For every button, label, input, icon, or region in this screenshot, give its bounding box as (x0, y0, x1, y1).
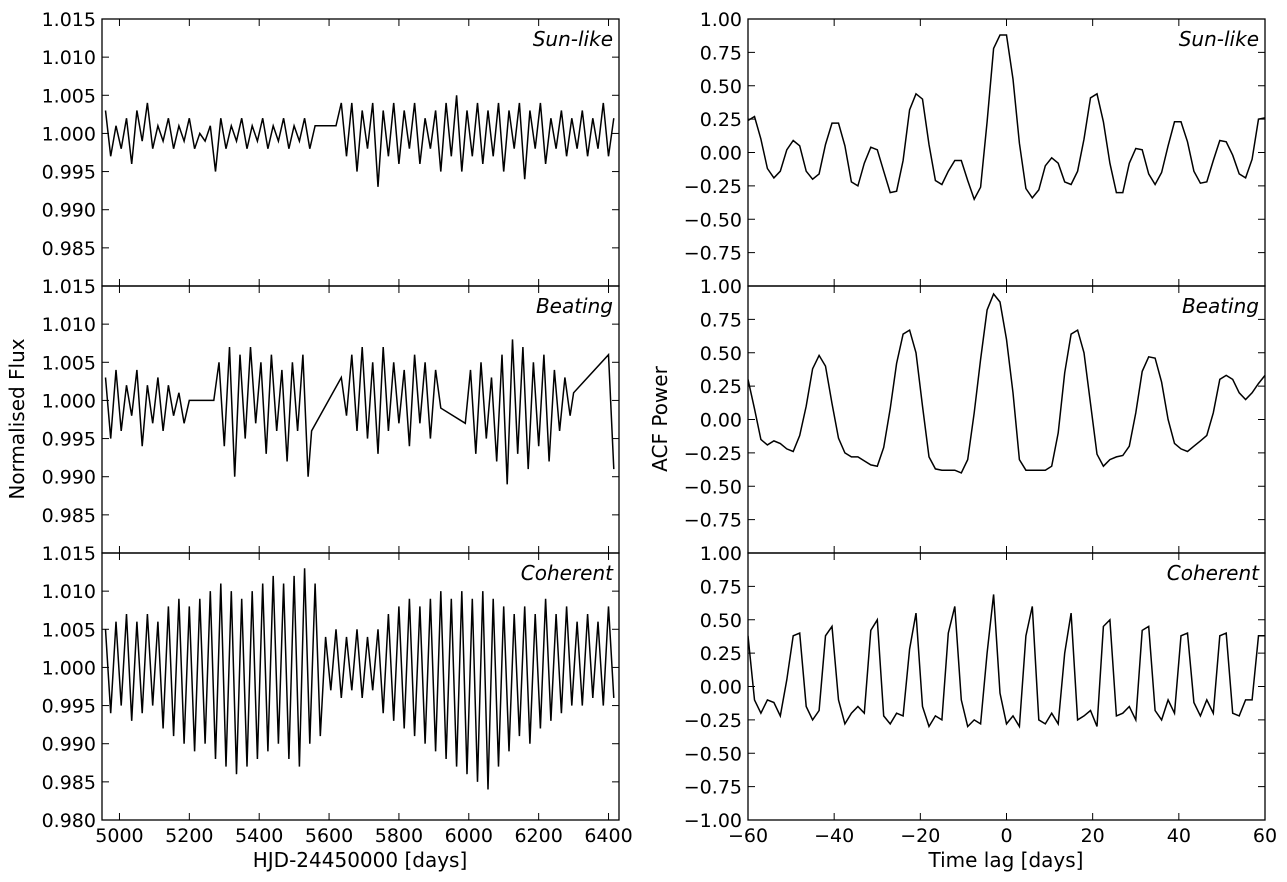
ytick-label: 0.990 (42, 467, 96, 489)
flux-coherent-axes-frame (101, 552, 620, 821)
ytick-label: 1.010 (42, 581, 96, 603)
ytick-label: 1.000 (42, 123, 96, 145)
flux-sun-like-annotation: Sun-like (533, 27, 613, 51)
xtick-label: 5600 (305, 825, 353, 847)
ytick-label: 1.015 (42, 276, 96, 298)
xtick-label: 5200 (165, 825, 213, 847)
xtick-label: 5800 (375, 825, 423, 847)
ytick-label: 1.000 (42, 657, 96, 679)
ytick-label: −0.25 (684, 176, 742, 198)
ytick-label: 1.005 (42, 352, 96, 374)
xtick-label: 5400 (235, 825, 283, 847)
ytick-label: 0.995 (42, 429, 96, 451)
xtick-label: 6000 (445, 825, 493, 847)
panels: 1.0151.0101.0051.0000.9950.9900.985Sun-l… (42, 9, 1278, 847)
ytick-label: 1.010 (42, 47, 96, 69)
acf-sun-like-axes-frame (747, 18, 1266, 287)
ytick-label: 0.50 (700, 610, 742, 632)
ytick-label: 0.25 (700, 376, 742, 398)
xtick-label: 6200 (514, 825, 562, 847)
ytick-label: −1.00 (684, 810, 742, 832)
ytick-label: −0.75 (684, 243, 742, 265)
ytick-label: −0.75 (684, 777, 742, 799)
flux-sun-like-axes-frame (101, 18, 620, 287)
acf-coherent-panel: 1.00 0.75 0.50 0.25 0.00 −0.25 −0.50 −0.75 −1.00… (684, 543, 1277, 847)
ytick-label: 1.015 (42, 9, 96, 31)
ytick-label: 0.75 (700, 309, 742, 331)
ytick-label: −0.50 (684, 743, 742, 765)
acf-coherent-axes-frame (747, 552, 1266, 821)
ytick-label: 1.005 (42, 619, 96, 641)
xtick-label: −20 (900, 825, 940, 847)
xtick-label: 0 (1000, 825, 1012, 847)
ytick-label: 0.990 (42, 734, 96, 756)
ytick-label: 1.015 (42, 543, 96, 565)
xtick-label: 40 (1167, 825, 1191, 847)
ytick-label: 0.25 (700, 643, 742, 665)
ytick-label: 0.25 (700, 109, 742, 131)
xtick-label: 20 (1081, 825, 1105, 847)
ytick-label: 1.00 (700, 543, 742, 565)
ytick-label: 0.995 (42, 162, 96, 184)
ytick-label: 0.980 (42, 810, 96, 832)
xtick-label: −60 (728, 825, 768, 847)
ytick-label: 1.005 (42, 85, 96, 107)
ytick-label: −0.25 (684, 443, 742, 465)
ytick-label: 0.985 (42, 772, 96, 794)
acf-beating-annotation: Beating (1182, 294, 1259, 318)
flux-sun-like-panel: 1.015 1.010 1.005 1.000 0.995 0.990 0.985 Sun-l… (42, 9, 620, 287)
ytick-label: 1.00 (700, 9, 742, 31)
acf-coherent-annotation: Coherent (1167, 561, 1260, 585)
ytick-label: 0.985 (42, 505, 96, 527)
ytick-label: 0.50 (700, 76, 742, 98)
flux-coherent-annotation: Coherent (521, 561, 614, 585)
ytick-label: 0.995 (42, 696, 96, 718)
acf-xlabel: Time lag [days] (928, 848, 1084, 872)
ytick-label: −0.25 (684, 710, 742, 732)
ytick-label: −0.50 (684, 476, 742, 498)
acf-sun-like-panel: 1.00 0.75 0.50 0.25 0.00 −0.25 −0.50 −0.75 Sun-l… (684, 9, 1266, 287)
ytick-label: 0.990 (42, 200, 96, 222)
flux-coherent-series-line (104, 568, 615, 790)
acf-sun-like-series-line (748, 34, 1265, 202)
flux-sun-like-series-line (104, 95, 615, 187)
ytick-label: 0.00 (700, 143, 742, 165)
acf-beating-series-line (748, 292, 1265, 474)
ytick-label: 1.00 (700, 276, 742, 298)
acf-coherent-series-line (748, 594, 1265, 729)
flux-beating-panel: 1.015 1.010 1.005 1.000 0.995 0.990 0.985 Beati… (42, 276, 620, 554)
ytick-label: 0.75 (700, 42, 742, 64)
acf-ylabel: ACF Power (648, 365, 672, 471)
ytick-label: 1.000 (42, 390, 96, 412)
acf-beating-axes-frame (747, 285, 1266, 554)
flux-beating-series-line (104, 339, 615, 485)
xtick-label: 6400 (584, 825, 632, 847)
flux-xlabel: HJD-24450000 [days] (253, 848, 468, 872)
ytick-label: 0.00 (700, 410, 742, 432)
acf-beating-panel: 1.00 0.75 0.50 0.25 0.00 −0.25 −0.50 −0.75 Beati… (684, 276, 1266, 554)
ytick-label: −0.50 (684, 209, 742, 231)
ytick-label: −0.75 (684, 510, 742, 532)
flux-coherent-panel: 1.015 1.010 1.005 1.000 0.995 0.990 0.985 0.980… (42, 543, 633, 847)
xtick-label: 5000 (95, 825, 143, 847)
ytick-label: 0.00 (700, 677, 742, 699)
ytick-label: 0.985 (42, 238, 96, 260)
acf-sun-like-annotation: Sun-like (1179, 27, 1259, 51)
ytick-label: 0.50 (700, 343, 742, 365)
flux-beating-annotation: Beating (536, 294, 613, 318)
ytick-label: 1.010 (42, 314, 96, 336)
ytick-label: 0.75 (700, 576, 742, 598)
flux-beating-axes-frame (101, 285, 620, 554)
flux-ylabel: Normalised Flux (5, 338, 29, 499)
xtick-label: −40 (814, 825, 854, 847)
xtick-label: 60 (1253, 825, 1277, 847)
